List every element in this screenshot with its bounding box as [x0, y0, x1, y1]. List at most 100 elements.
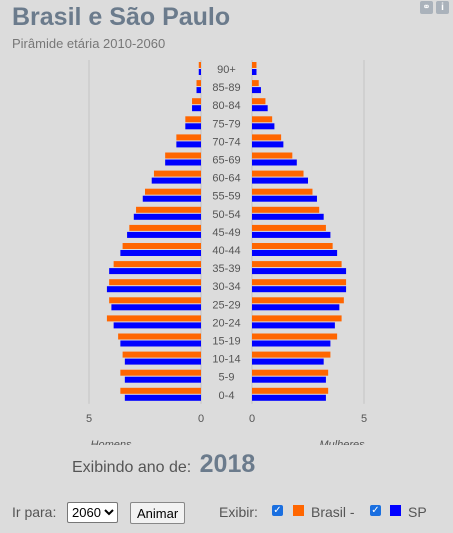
bar-brasil-mulheres: [252, 98, 266, 105]
bar-brasil-mulheres: [252, 80, 259, 87]
bar-sp-homens: [176, 141, 201, 148]
year-select[interactable]: 2060: [67, 502, 118, 523]
bar-sp-mulheres: [252, 250, 338, 256]
bar-brasil-homens: [196, 80, 201, 87]
page-subtitle: Pirâmide etária 2010-2060: [12, 36, 166, 51]
bar-brasil-homens: [185, 116, 201, 123]
bar-sp-homens: [113, 322, 201, 329]
bar-sp-mulheres: [252, 286, 347, 293]
bar-brasil-homens: [109, 297, 201, 304]
bar-brasil-mulheres: [252, 152, 293, 159]
show-label: Exibir:: [219, 504, 258, 520]
bar-sp-mulheres: [252, 358, 324, 365]
bar-sp-homens: [120, 250, 201, 256]
year-display: Exibindo ano de: 2018: [72, 450, 255, 479]
bar-sp-homens: [196, 87, 201, 94]
bar-sp-mulheres: [252, 322, 335, 329]
sp-legend-label: SP: [408, 504, 427, 520]
info-icon[interactable]: i: [436, 1, 449, 14]
brasil-swatch: [293, 505, 304, 516]
bar-sp-homens: [133, 213, 201, 220]
bar-sp-mulheres: [252, 105, 268, 112]
age-label: 10-14: [212, 354, 240, 366]
age-label: 40-44: [212, 245, 240, 257]
age-label: 25-29: [212, 299, 240, 311]
bar-sp-mulheres: [252, 376, 326, 383]
bar-brasil-mulheres: [252, 134, 282, 141]
bar-brasil-mulheres: [252, 62, 257, 68]
age-label: 90+: [217, 64, 236, 76]
age-label: 5-9: [219, 372, 235, 384]
bar-brasil-homens: [106, 315, 201, 322]
current-year: 2018: [199, 450, 256, 478]
bar-brasil-mulheres: [252, 351, 331, 358]
sp-checkbox[interactable]: ✓: [370, 505, 381, 516]
age-label: 70-74: [212, 136, 240, 148]
page-title: Brasil e São Paulo: [12, 3, 231, 31]
bar-sp-homens: [151, 177, 201, 184]
bar-sp-mulheres: [252, 69, 257, 75]
bar-brasil-mulheres: [252, 206, 320, 213]
bar-sp-homens: [120, 340, 201, 347]
bar-brasil-homens: [122, 351, 201, 358]
bar-brasil-homens: [113, 261, 201, 268]
bar-brasil-mulheres: [252, 315, 342, 322]
bar-brasil-mulheres: [252, 297, 344, 304]
bar-sp-homens: [124, 394, 201, 401]
sp-swatch: [390, 505, 401, 516]
age-label: 85-89: [212, 82, 240, 94]
bar-sp-homens: [109, 268, 201, 275]
x-tick-label: 0: [198, 413, 204, 425]
bar-brasil-mulheres: [252, 333, 338, 340]
bar-sp-homens: [142, 195, 201, 202]
bar-brasil-homens: [153, 170, 201, 177]
bar-brasil-mulheres: [252, 116, 273, 123]
bar-sp-homens: [165, 159, 201, 166]
bar-brasil-mulheres: [252, 387, 329, 394]
bar-brasil-mulheres: [252, 170, 304, 177]
bar-sp-homens: [124, 358, 201, 365]
brasil-checkbox[interactable]: ✓: [272, 505, 283, 516]
bar-brasil-mulheres: [252, 369, 329, 376]
bar-brasil-mulheres: [252, 243, 333, 249]
age-label: 0-4: [219, 390, 235, 402]
bar-brasil-mulheres: [252, 224, 326, 231]
bar-sp-homens: [198, 69, 201, 75]
bar-brasil-homens: [120, 369, 201, 376]
population-pyramid-chart: 0-4 5-9 10-14 15-19 20-24 25-29 30-34 35-39 40-4…: [86, 60, 367, 445]
bar-sp-mulheres: [252, 394, 326, 401]
bar-sp-mulheres: [252, 268, 347, 275]
top-icons: ⚭ i: [420, 1, 449, 14]
bar-sp-homens: [124, 376, 201, 383]
bar-sp-homens: [106, 286, 201, 293]
bar-brasil-homens: [192, 98, 201, 105]
bar-brasil-homens: [136, 206, 201, 213]
bar-sp-homens: [127, 231, 201, 238]
age-label: 45-49: [212, 227, 240, 239]
bar-sp-mulheres: [252, 87, 261, 94]
bar-sp-homens: [185, 123, 201, 130]
age-label: 80-84: [212, 100, 240, 112]
age-label: 50-54: [212, 209, 240, 221]
bar-sp-homens: [111, 304, 201, 311]
bar-brasil-mulheres: [252, 188, 313, 195]
bar-sp-mulheres: [252, 195, 317, 202]
age-label: 30-34: [212, 281, 240, 293]
x-tick-label: 5: [86, 413, 92, 425]
age-label: 55-59: [212, 191, 240, 203]
bar-brasil-homens: [176, 134, 201, 141]
bar-brasil-homens: [165, 152, 201, 159]
bar-sp-mulheres: [252, 231, 331, 238]
bar-brasil-homens: [109, 279, 201, 286]
bar-sp-mulheres: [252, 123, 275, 130]
bar-brasil-homens: [198, 62, 201, 68]
animate-button[interactable]: Animar: [130, 502, 186, 524]
bar-sp-mulheres: [252, 304, 340, 311]
link-icon[interactable]: ⚭: [420, 1, 433, 14]
bar-brasil-homens: [129, 224, 201, 231]
go-to-label: Ir para:: [12, 504, 57, 520]
bar-sp-homens: [192, 105, 201, 112]
x-axis-label-right: Mulheres: [319, 439, 365, 445]
age-label: 75-79: [212, 118, 240, 130]
bar-brasil-homens: [122, 243, 201, 249]
